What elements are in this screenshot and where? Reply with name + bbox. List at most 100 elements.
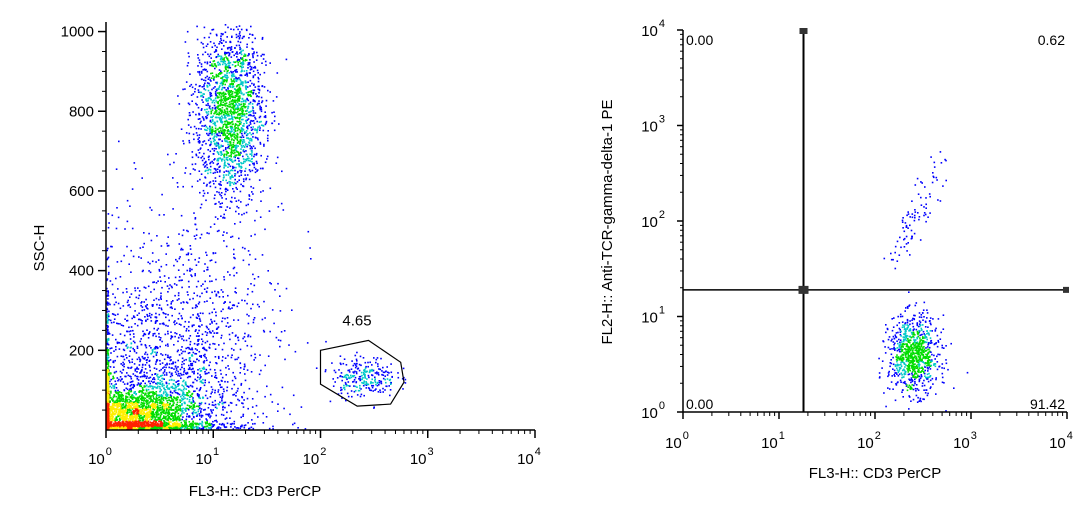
event-dot [112, 377, 114, 380]
event-dot [124, 426, 126, 428]
event-dot [253, 278, 256, 280]
event-dot [227, 98, 229, 100]
event-dot [242, 81, 244, 83]
event-dot [109, 426, 112, 428]
event-dot [236, 132, 239, 135]
event-dot [120, 411, 122, 414]
event-dot [209, 126, 211, 129]
event-dot [141, 306, 144, 308]
event-dot [220, 195, 223, 197]
event-dot [254, 37, 256, 40]
event-dot [144, 344, 147, 346]
event-dot [146, 412, 149, 415]
event-dot [198, 389, 201, 392]
event-dot [240, 81, 243, 83]
event-dot [217, 55, 219, 58]
event-dot [259, 105, 261, 108]
event-dot [232, 133, 234, 136]
event-dot [117, 394, 120, 397]
event-dot [106, 358, 109, 360]
event-dot [111, 407, 114, 410]
event-dot [150, 316, 152, 319]
event-dot [211, 101, 214, 104]
event-dot [239, 95, 241, 97]
event-dot [250, 25, 252, 28]
event-dot [161, 362, 164, 364]
event-dot [239, 41, 242, 44]
event-dot [181, 408, 183, 410]
event-dot [154, 407, 157, 410]
event-dot [208, 403, 211, 406]
event-dot [173, 379, 175, 382]
event-dot [213, 63, 216, 65]
event-dot [117, 421, 120, 423]
event-dot [131, 361, 133, 363]
event-dot [145, 415, 148, 418]
event-dot [133, 396, 135, 398]
event-dot [172, 425, 174, 428]
event-dot [198, 413, 201, 415]
event-dot [239, 154, 241, 156]
event-dot [126, 330, 128, 333]
event-dot [189, 394, 192, 397]
event-dot [209, 415, 212, 417]
event-dot [173, 368, 175, 370]
event-dot [141, 309, 144, 312]
event-dot [132, 423, 135, 426]
event-dot [222, 356, 224, 358]
event-dot [197, 106, 200, 109]
event-dot [214, 132, 216, 135]
event-dot [107, 304, 109, 306]
event-dot [223, 57, 226, 59]
event-dot [153, 409, 155, 411]
event-dot [243, 70, 246, 72]
event-dot [155, 400, 157, 403]
event-dot [198, 402, 201, 405]
event-dot [121, 422, 123, 425]
event-dot [236, 358, 238, 361]
event-dot [201, 367, 204, 370]
event-dot [245, 92, 248, 94]
event-dot [231, 181, 233, 184]
event-dot [210, 423, 213, 425]
event-dot [145, 424, 148, 427]
event-dot [260, 154, 262, 157]
event-dot [113, 377, 115, 379]
event-dot [159, 416, 162, 418]
event-dot [130, 342, 133, 345]
event-dot [191, 355, 194, 357]
event-dot [249, 90, 251, 93]
event-dot [185, 167, 187, 169]
event-dot [234, 291, 236, 293]
event-dot [236, 91, 239, 93]
event-dot [216, 421, 218, 423]
event-dot [106, 418, 109, 421]
event-dot [203, 384, 206, 387]
event-dot [208, 84, 211, 87]
event-dot [236, 171, 239, 174]
event-dot [153, 367, 156, 369]
event-dot [181, 413, 183, 415]
event-dot [165, 421, 167, 424]
event-dot [155, 391, 158, 393]
event-dot [137, 368, 140, 370]
event-dot [159, 276, 161, 278]
event-dot [147, 420, 150, 423]
event-dot [136, 417, 139, 419]
event-dot [215, 419, 218, 422]
event-dot [253, 412, 256, 415]
event-dot [171, 385, 174, 388]
event-dot [209, 105, 211, 107]
event-dot [225, 119, 228, 122]
event-dot [115, 410, 117, 412]
event-dot [157, 327, 160, 330]
event-dot [199, 91, 201, 94]
event-dot [220, 379, 223, 382]
event-dot [220, 70, 222, 73]
event-dot [128, 359, 130, 362]
event-dot [141, 369, 143, 371]
event-dot [137, 379, 140, 381]
event-dot [231, 422, 234, 425]
event-dot [231, 196, 233, 199]
event-dot [212, 180, 214, 182]
